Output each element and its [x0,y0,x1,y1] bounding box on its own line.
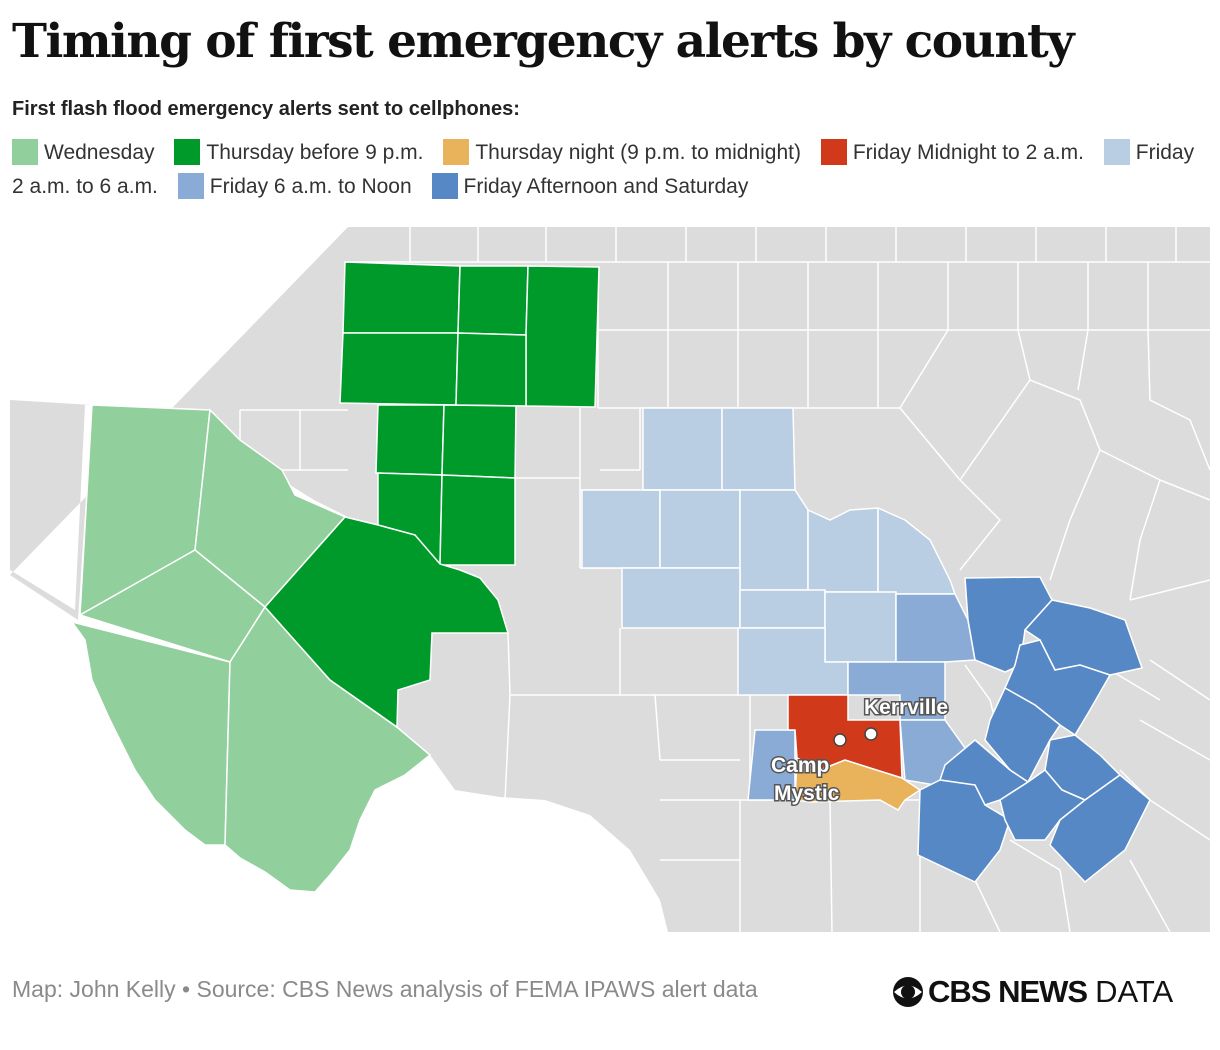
county-thursday [375,404,445,476]
region-friday-afternoon-saturday [917,576,1151,884]
county-map: Kerrville Camp Mystic [10,227,1211,933]
county-friday-afternoon [1004,639,1112,737]
legend-label: Friday Midnight to 2 a.m. [852,141,1084,164]
legend-label: Thursday night (9 p.m. to midnight) [475,141,801,164]
county-friday-2-6 [739,589,826,629]
region-friday-2am-6am [581,407,957,696]
camp-mystic-marker [833,733,847,747]
place-markers: Kerrville Camp Mystic [770,695,950,807]
cbs-news-data-logo: CBS NEWS DATA [892,970,1173,1014]
legend-swatch [431,173,458,199]
county-thursday [439,474,516,566]
county-friday-2-6 [807,507,879,593]
county-thursday [455,332,527,407]
county-friday-2-6 [824,591,897,663]
county-thursday [342,261,461,334]
legend-item-friday-2am-6am: Friday 2 a.m. to 6 a.m. [12,139,1195,198]
county-friday-2-6 [621,567,741,629]
county-thursday [263,516,510,729]
region-wednesday [70,404,432,893]
county-thursday [339,332,459,406]
county-thursday [525,265,600,408]
county-border [1099,449,1211,761]
county-thursday-night [794,756,922,811]
legend-label: Friday Afternoon and Saturday [463,175,749,198]
legend-swatch [443,139,470,165]
legend-item-friday-afternoon-saturday: Friday Afternoon and Saturday [431,173,749,199]
page-title: Timing of first emergency alerts by coun… [12,14,1075,69]
county-friday-afternoon [1049,774,1151,884]
county-friday-2-6 [721,407,796,491]
kerrville-marker [864,727,878,741]
legend-swatch [1103,139,1130,165]
county-wednesday [70,620,231,846]
cbs-eye-icon [893,977,923,1007]
county-friday-2-6 [581,489,661,569]
county-thursday [441,404,517,479]
source-credit: Map: John Kelly • Source: CBS News analy… [12,976,758,1002]
county-borders [209,227,1211,933]
county-thursday [457,265,529,336]
legend-swatch [174,139,201,165]
legend-label: Friday 2 a.m. to 6 a.m. [12,141,1195,198]
county-border [504,628,751,801]
logo-brand: CBS NEWS [928,974,1088,1009]
region-thursday-before-9pm [263,261,600,729]
legend-label: Friday 6 a.m. to Noon [209,175,412,198]
region-thursday-night [794,756,922,811]
legend-label: Wednesday [44,141,155,164]
legend-item-friday-6am-noon: Friday 6 a.m. to Noon [177,173,412,199]
legend-swatch [12,139,38,165]
legend-swatch [177,173,204,199]
county-border [974,799,1211,933]
legend: Wednesday Thursday before 9 p.m. Thursda… [12,136,1207,204]
county-border [597,262,1149,408]
legend-item-thursday-before-9pm: Thursday before 9 p.m. [174,139,424,165]
county-friday-2-6 [739,489,809,591]
camp-mystic-label-line1: Camp [771,754,829,777]
county-border [409,227,1177,262]
legend-subtitle: First flash flood emergency alerts sent … [12,98,520,120]
county-friday-2-6 [642,407,723,491]
logo-suffix: DATA [1095,974,1174,1009]
legend-item-thursday-night: Thursday night (9 p.m. to midnight) [443,139,801,165]
legend-item-wednesday: Wednesday [12,139,155,165]
county-border [899,329,1211,581]
kerrville-label: Kerrville [864,696,948,719]
camp-mystic-label-line2: Mystic [774,782,840,805]
county-border [514,408,660,569]
legend-item-friday-midnight-2am: Friday Midnight to 2 a.m. [820,139,1084,165]
legend-swatch [820,139,847,165]
legend-label: Thursday before 9 p.m. [206,141,424,164]
